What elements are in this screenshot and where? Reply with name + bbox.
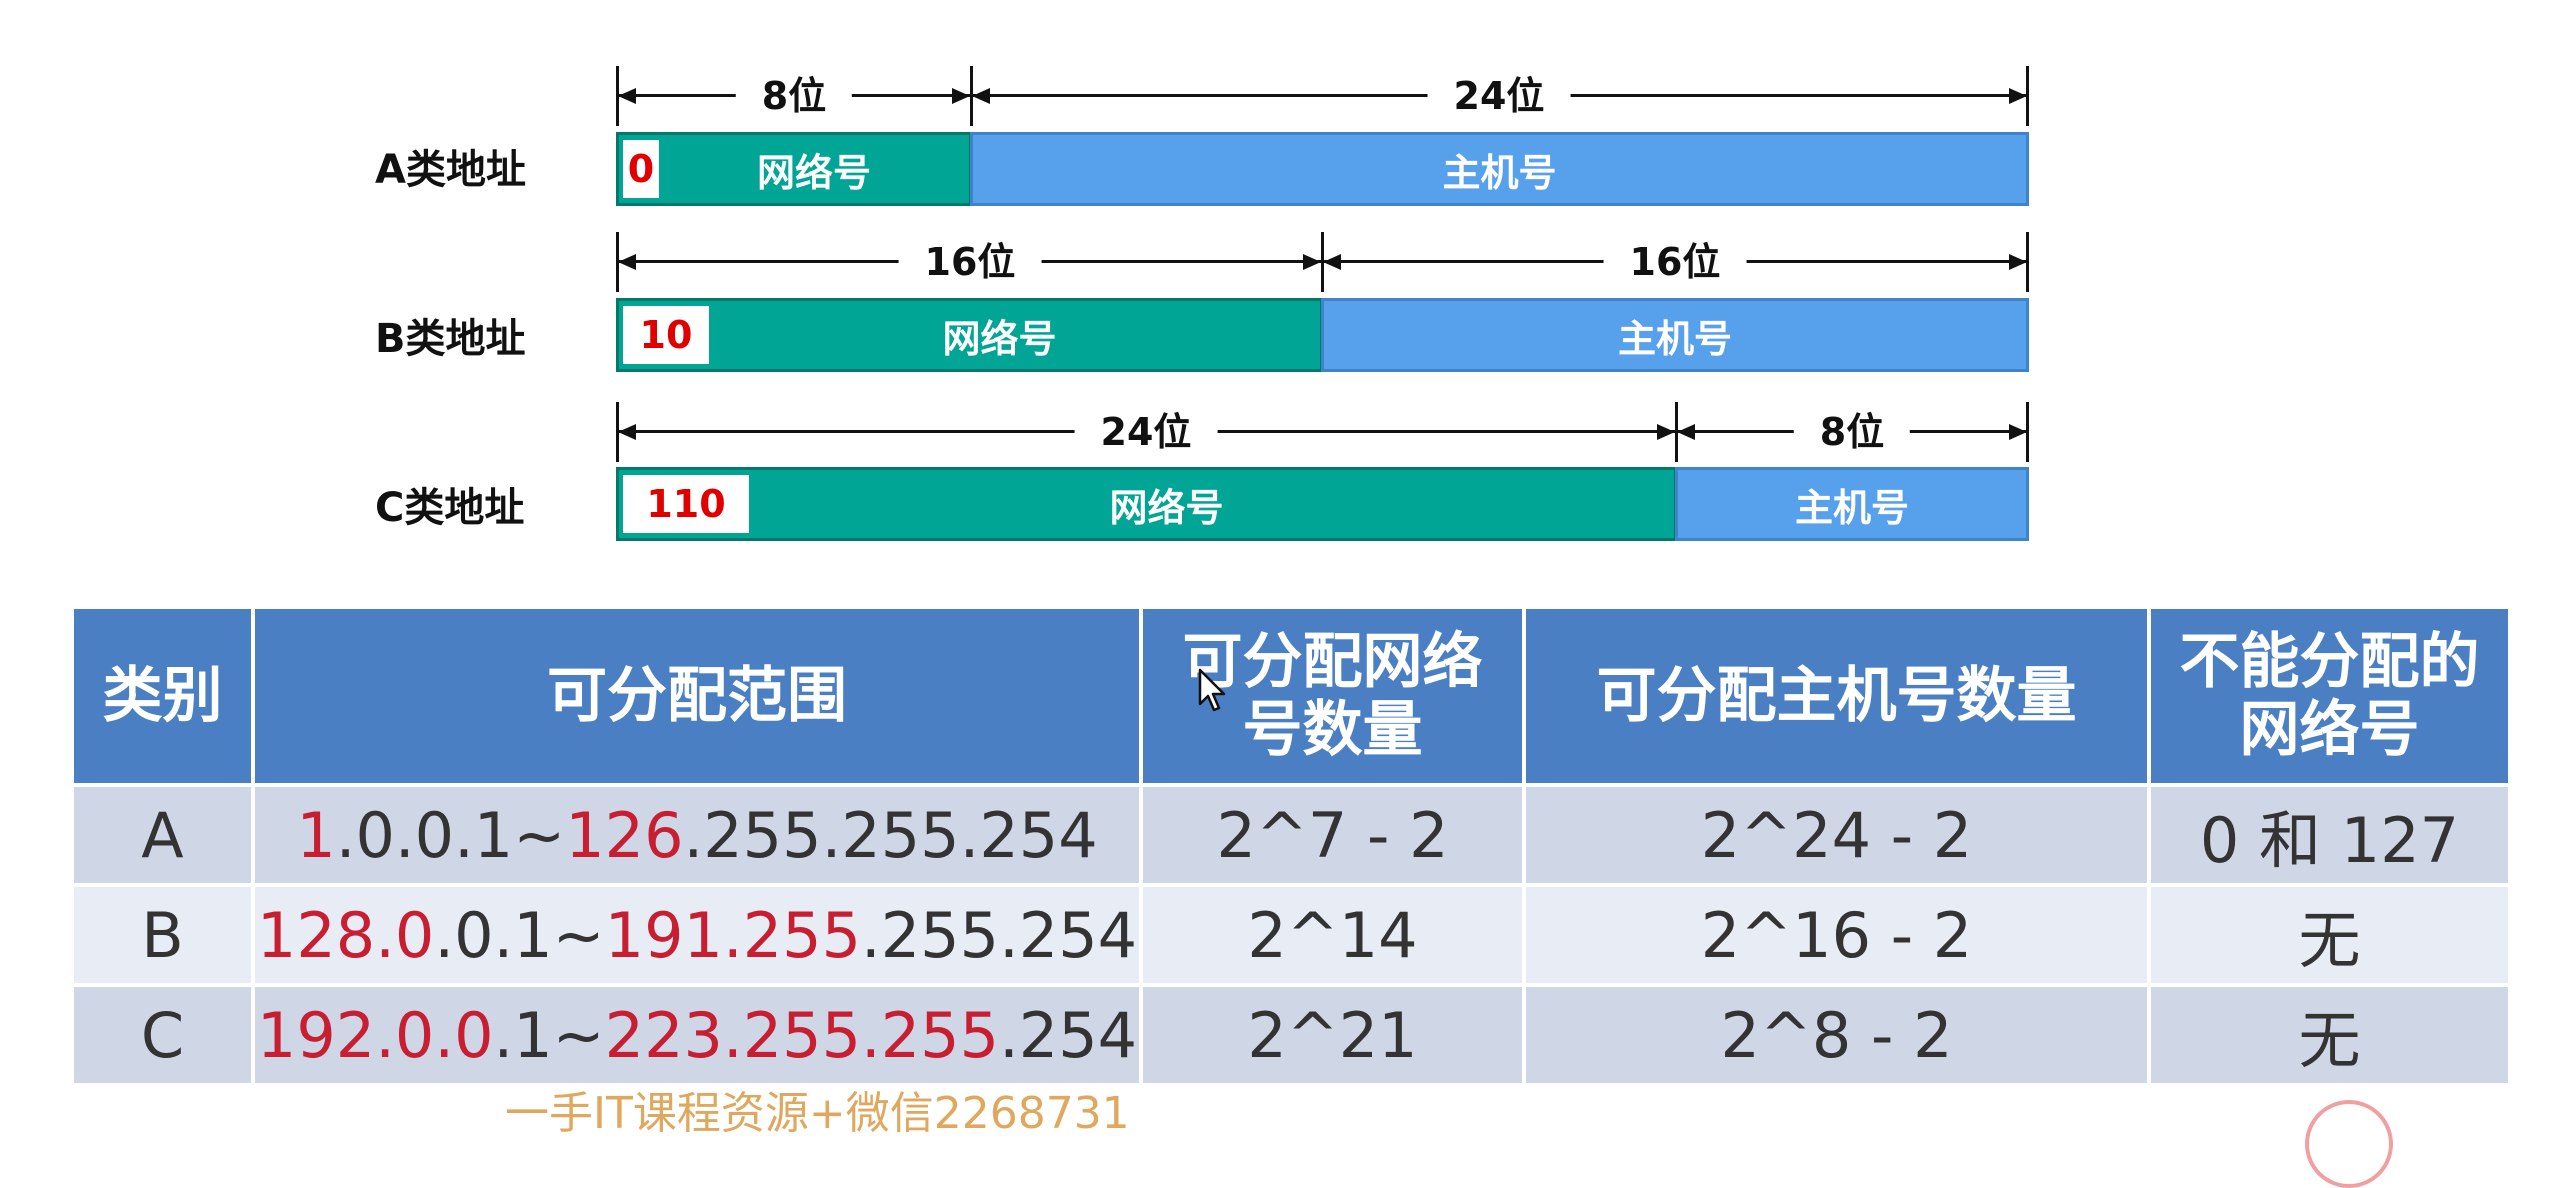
header-reserved: 不能分配的网络号 — [2147, 605, 2512, 787]
network-label: 网络号 — [756, 150, 871, 195]
class-prefix-bits: 10 — [623, 306, 709, 364]
range-part: .254 — [999, 998, 1138, 1072]
corner-logo-icon — [2305, 1100, 2393, 1188]
range-part: .255.254 — [861, 898, 1138, 972]
dimension-a-network: 8位 — [616, 66, 972, 126]
table-row: C 192.0.0.1~223.255.255.254 2^21 2^8 - 2… — [70, 983, 2512, 1087]
range-part: .1~ — [493, 998, 605, 1072]
network-segment: 网络号 — [616, 467, 1677, 541]
cell-net-count: 2^21 — [1139, 983, 1526, 1087]
cell-class: A — [70, 783, 255, 887]
header-host-count: 可分配主机号数量 — [1522, 605, 2151, 787]
cell-class: B — [70, 883, 255, 987]
table-header-row: 类别 可分配范围 可分配网络号数量 可分配主机号数量 不能分配的网络号 — [70, 605, 2512, 787]
cell-net-count: 2^14 — [1139, 883, 1526, 987]
network-label: 网络号 — [1109, 485, 1224, 530]
dimension-label: 24位 — [1427, 66, 1571, 126]
range-part: 126 — [565, 798, 684, 872]
dimension-c-network: 24位 — [616, 402, 1677, 462]
range-part: 1 — [296, 798, 336, 872]
dimension-b-network: 16位 — [616, 232, 1323, 292]
cell-reserved: 0 和 127 — [2147, 783, 2512, 887]
dimension-b-host: 16位 — [1321, 232, 2029, 292]
row-label-b: B类地址 — [375, 316, 526, 362]
cell-class: C — [70, 983, 255, 1087]
dimension-label: 8位 — [735, 66, 853, 126]
row-label-a: A类地址 — [375, 147, 526, 193]
header-range: 可分配范围 — [251, 605, 1143, 787]
network-label: 网络号 — [942, 316, 1057, 361]
host-segment: 主机号 — [1321, 298, 2029, 372]
range-part: .255.255.254 — [683, 798, 1098, 872]
range-part: 128.0 — [256, 898, 435, 972]
dimension-label: 16位 — [1603, 232, 1747, 292]
range-part: 191.255 — [604, 898, 862, 972]
header-class: 类别 — [70, 605, 255, 787]
table-row: A 1.0.0.1~126.255.255.254 2^7 - 2 2^24 -… — [70, 783, 2512, 887]
range-part: .0.1~ — [434, 898, 605, 972]
dimension-label: 8位 — [1793, 402, 1911, 462]
class-prefix-bits: 0 — [623, 140, 659, 198]
cell-range: 1.0.0.1~126.255.255.254 — [251, 783, 1143, 887]
host-label: 主机号 — [1794, 485, 1909, 530]
address-bar-a: 网络号 0 主机号 — [616, 132, 2029, 206]
cell-reserved: 无 — [2147, 983, 2512, 1087]
range-part: 223.255.255 — [604, 998, 1000, 1072]
class-prefix-bits: 110 — [623, 475, 749, 533]
dimension-label: 24位 — [1074, 402, 1218, 462]
network-segment: 网络号 — [616, 298, 1323, 372]
cell-range: 128.0.0.1~191.255.255.254 — [251, 883, 1143, 987]
cell-host-count: 2^24 - 2 — [1522, 783, 2151, 887]
address-bar-b: 网络号 10 主机号 — [616, 298, 2029, 372]
host-segment: 主机号 — [1675, 467, 2029, 541]
network-segment: 网络号 — [616, 132, 972, 206]
cell-reserved: 无 — [2147, 883, 2512, 987]
range-part: .0.0.1~ — [335, 798, 566, 872]
mouse-cursor-icon — [1198, 668, 1226, 712]
host-segment: 主机号 — [970, 132, 2029, 206]
row-label-c: C类地址 — [375, 485, 525, 531]
watermark-text: 一手IT课程资源+微信2268731 — [505, 1088, 1130, 1139]
header-net-count: 可分配网络号数量 — [1139, 605, 1526, 787]
dimension-a-host: 24位 — [970, 66, 2029, 126]
ip-class-table: 类别 可分配范围 可分配网络号数量 可分配主机号数量 不能分配的网络号 A 1.… — [70, 605, 2512, 1087]
table-row: B 128.0.0.1~191.255.255.254 2^14 2^16 - … — [70, 883, 2512, 987]
dimension-c-host: 8位 — [1675, 402, 2029, 462]
dimension-label: 16位 — [898, 232, 1042, 292]
host-label: 主机号 — [1617, 316, 1732, 361]
cell-host-count: 2^16 - 2 — [1522, 883, 2151, 987]
address-bar-c: 网络号 110 主机号 — [616, 467, 2029, 541]
cell-range: 192.0.0.1~223.255.255.254 — [251, 983, 1143, 1087]
cell-net-count: 2^7 - 2 — [1139, 783, 1526, 887]
host-label: 主机号 — [1442, 150, 1557, 195]
range-part: 192.0.0 — [256, 998, 494, 1072]
cell-host-count: 2^8 - 2 — [1522, 983, 2151, 1087]
